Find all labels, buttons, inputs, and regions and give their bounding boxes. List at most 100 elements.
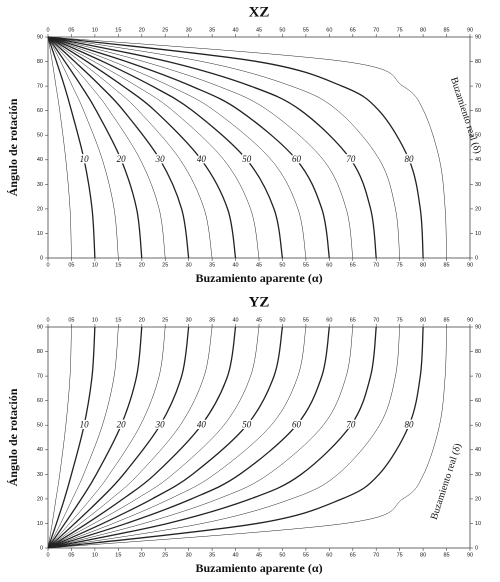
- x-tick-label: 0: [46, 552, 49, 558]
- dip-curve: [47, 326, 400, 549]
- x-tick-label-top: 15: [115, 27, 121, 33]
- y-tick-label-right: 0: [475, 255, 478, 261]
- y-tick-label: 60: [37, 398, 43, 404]
- x-tick-label-top: 55: [303, 317, 309, 323]
- x-tick-label-top: 50: [279, 317, 285, 323]
- x-tick-label: 30: [186, 262, 192, 268]
- y-tick-label: 20: [37, 496, 43, 502]
- x-tick-label: 85: [443, 262, 449, 268]
- x-tick-label: 50: [279, 552, 285, 558]
- x-tick-label-top: 25: [162, 317, 168, 323]
- y-tick-label-right: 10: [475, 231, 481, 237]
- curve-label: 20: [117, 419, 127, 429]
- plot-frame: [47, 36, 471, 259]
- curve-label: 70: [346, 154, 356, 164]
- y-tick-label-right: 70: [475, 84, 481, 90]
- x-tick-label: 15: [115, 552, 121, 558]
- dip-curve: [47, 36, 143, 259]
- dip-curve: [47, 36, 166, 259]
- x-tick-label-top: 30: [186, 317, 192, 323]
- y-tick-label-right: 40: [475, 447, 481, 453]
- dip-curve: [47, 326, 119, 549]
- x-tick-label-top: 25: [162, 27, 168, 33]
- x-tick-label: 25: [162, 262, 168, 268]
- y-tick-label-right: 20: [475, 206, 481, 212]
- dip-curve: [47, 36, 190, 259]
- y-tick-label-right: 30: [475, 472, 481, 478]
- dip-curve: [47, 326, 72, 549]
- x-tick-label: 65: [350, 552, 356, 558]
- x-tick-label: 80: [420, 552, 426, 558]
- x-tick-label: 40: [232, 552, 238, 558]
- curve-label: 30: [155, 419, 166, 429]
- chart-title: XZ: [249, 4, 270, 20]
- curve-label: 40: [197, 154, 207, 164]
- x-tick-label: 35: [209, 552, 215, 558]
- curve-label: 60: [292, 154, 302, 164]
- y-tick-label-right: 60: [475, 108, 481, 114]
- x-tick-label: 70: [373, 262, 379, 268]
- y-tick-label-right: 90: [475, 34, 481, 40]
- dip-curve: [47, 36, 424, 259]
- dip-curve: [47, 326, 166, 549]
- y-tick-label-right: 80: [475, 349, 481, 355]
- dip-curve: [47, 326, 213, 549]
- dip-curve: [47, 36, 213, 259]
- dip-curve: [47, 326, 284, 549]
- x-tick-label: 40: [232, 262, 238, 268]
- dip-curve: [47, 326, 143, 549]
- x-tick-label-top: 30: [186, 27, 192, 33]
- curve-label: 10: [80, 419, 90, 429]
- y-tick-label-right: 70: [475, 374, 481, 380]
- y-tick-label: 70: [37, 84, 43, 90]
- x-tick-label: 90: [467, 262, 473, 268]
- y-tick-label: 80: [37, 349, 43, 355]
- y-tick-label-right: 30: [475, 182, 481, 188]
- x-tick-label-top: 40: [232, 317, 238, 323]
- x-tick-label: 85: [443, 552, 449, 558]
- y-tick-label: 30: [37, 472, 43, 478]
- x-tick-label: 20: [139, 552, 145, 558]
- x-tick-label-top: 20: [139, 27, 145, 33]
- x-tick-label-top: 60: [326, 27, 332, 33]
- x-tick-label: 35: [209, 262, 215, 268]
- y-tick-label: 0: [40, 255, 43, 261]
- dip-curve: [47, 36, 260, 259]
- dip-curve: [47, 36, 354, 259]
- real-dip-label: Buzamiento real (δ): [429, 442, 464, 521]
- x-tick-label-top: 80: [420, 317, 426, 323]
- x-tick-label: 45: [256, 552, 262, 558]
- y-tick-label: 90: [37, 34, 43, 40]
- x-tick-label: 75: [397, 262, 403, 268]
- x-tick-label-top: 70: [373, 317, 379, 323]
- x-tick-label-top: 40: [232, 27, 238, 33]
- y-tick-label-right: 50: [475, 133, 481, 139]
- x-tick-label: 55: [303, 552, 309, 558]
- dip-curve: [47, 326, 190, 549]
- x-tick-label-top: 45: [256, 317, 262, 323]
- dip-curve: [47, 36, 237, 259]
- dip-curve: [47, 326, 237, 549]
- y-tick-label: 10: [37, 521, 43, 527]
- x-tick-label-top: 70: [373, 27, 379, 33]
- x-tick-label-top: 65: [350, 27, 356, 33]
- dip-curve: [47, 36, 119, 259]
- dip-curve: [47, 36, 72, 259]
- plot-frame: [47, 326, 471, 549]
- curve-label: 50: [242, 154, 252, 164]
- x-tick-label-top: 85: [443, 317, 449, 323]
- x-tick-label-top: 10: [92, 317, 98, 323]
- x-tick-label: 60: [326, 552, 332, 558]
- x-tick-label: 45: [256, 262, 262, 268]
- y-tick-label-right: 0: [475, 545, 478, 551]
- dip-curve: [47, 36, 330, 259]
- chart-title: YZ: [249, 294, 270, 310]
- x-tick-label: 30: [186, 552, 192, 558]
- x-tick-label-top: 10: [92, 27, 98, 33]
- dip-curve: [47, 326, 307, 549]
- y-tick-label-right: 50: [475, 423, 481, 429]
- x-tick-label-top: 85: [443, 27, 449, 33]
- x-tick-label-top: 35: [209, 317, 215, 323]
- y-tick-label: 40: [37, 447, 43, 453]
